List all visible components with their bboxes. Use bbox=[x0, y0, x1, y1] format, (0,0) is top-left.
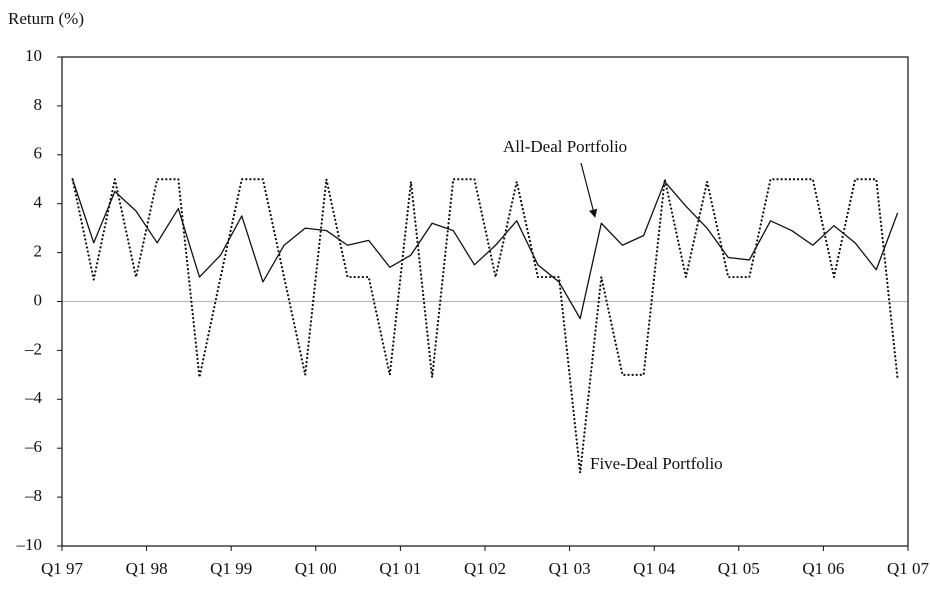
x-tick-label: Q1 97 bbox=[41, 559, 84, 578]
y-tick-label: 10 bbox=[25, 46, 42, 65]
plot-frame bbox=[61, 56, 909, 547]
x-tick-label: Q1 00 bbox=[295, 559, 337, 578]
series-line bbox=[71, 178, 899, 474]
y-tick-label: 6 bbox=[34, 144, 43, 163]
y-tick-label: –2 bbox=[24, 339, 42, 358]
y-tick-label: –4 bbox=[24, 388, 43, 407]
y-tick-label: 4 bbox=[34, 193, 43, 212]
x-tick-label: Q1 05 bbox=[718, 559, 760, 578]
x-tick-label: Q1 07 bbox=[887, 559, 930, 578]
x-tick-label: Q1 02 bbox=[464, 559, 506, 578]
y-tick-label: –8 bbox=[24, 486, 42, 505]
annotation: All-Deal Portfolio bbox=[503, 137, 627, 156]
y-tick-label: –6 bbox=[24, 437, 42, 456]
y-tick-label: –10 bbox=[16, 535, 43, 554]
y-tick-label: 2 bbox=[34, 242, 43, 261]
x-tick-label: Q1 03 bbox=[549, 559, 591, 578]
annotation-arrow bbox=[580, 162, 598, 218]
x-tick-label: Q1 99 bbox=[210, 559, 252, 578]
y-tick-label: 0 bbox=[34, 290, 43, 309]
x-tick-label: Q1 98 bbox=[126, 559, 168, 578]
y-axis-label: Return (%) bbox=[8, 9, 84, 28]
x-tick-label: Q1 06 bbox=[802, 559, 844, 578]
series-line bbox=[71, 178, 899, 320]
annotation: Five-Deal Portfolio bbox=[590, 454, 723, 473]
y-tick-label: 8 bbox=[34, 95, 43, 114]
x-tick-label: Q1 01 bbox=[379, 559, 421, 578]
x-tick-label: Q1 04 bbox=[633, 559, 676, 578]
